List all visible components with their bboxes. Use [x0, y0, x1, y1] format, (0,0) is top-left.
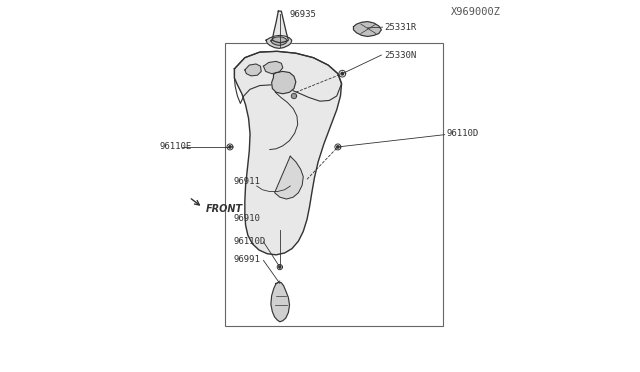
- Polygon shape: [271, 37, 287, 45]
- Polygon shape: [266, 35, 292, 48]
- Text: 96911: 96911: [234, 177, 260, 186]
- Polygon shape: [353, 22, 381, 36]
- Text: 96110E: 96110E: [159, 142, 191, 151]
- Text: 25330N: 25330N: [384, 51, 416, 60]
- Polygon shape: [275, 156, 303, 199]
- Text: 96110D: 96110D: [447, 129, 479, 138]
- Polygon shape: [271, 71, 296, 94]
- Text: FRONT: FRONT: [205, 204, 243, 214]
- Text: 96110D: 96110D: [234, 237, 266, 246]
- Polygon shape: [273, 11, 289, 43]
- Polygon shape: [234, 51, 342, 255]
- Polygon shape: [337, 146, 339, 148]
- Text: 25331R: 25331R: [384, 23, 416, 32]
- Bar: [225, 43, 443, 326]
- Polygon shape: [228, 146, 231, 148]
- Text: 96910: 96910: [234, 214, 260, 223]
- Text: X969000Z: X969000Z: [451, 7, 500, 17]
- Polygon shape: [341, 72, 344, 75]
- Text: 96991: 96991: [234, 255, 260, 264]
- Polygon shape: [291, 93, 296, 99]
- Text: 96935: 96935: [289, 10, 316, 19]
- Polygon shape: [245, 64, 261, 76]
- Polygon shape: [279, 266, 281, 268]
- Polygon shape: [264, 61, 283, 74]
- Polygon shape: [271, 282, 289, 322]
